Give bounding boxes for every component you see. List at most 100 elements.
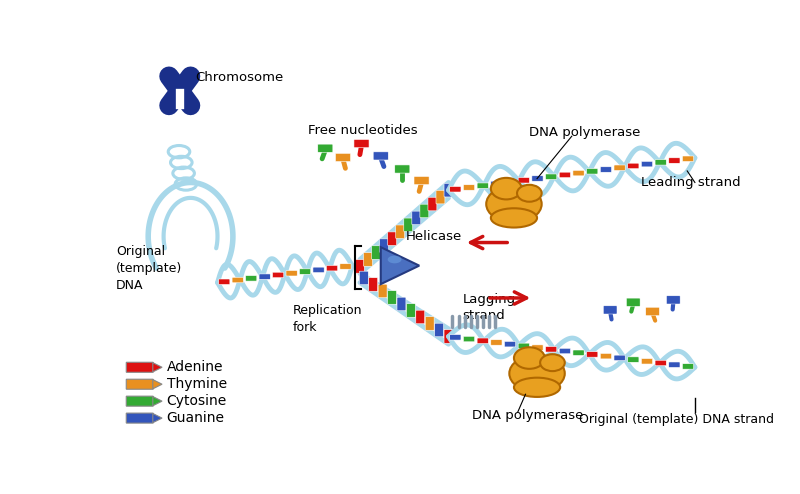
- FancyBboxPatch shape: [628, 163, 639, 168]
- FancyBboxPatch shape: [388, 232, 397, 246]
- FancyBboxPatch shape: [378, 284, 387, 298]
- Ellipse shape: [514, 378, 560, 397]
- FancyBboxPatch shape: [682, 156, 694, 162]
- FancyBboxPatch shape: [603, 306, 617, 314]
- FancyBboxPatch shape: [546, 174, 557, 179]
- FancyBboxPatch shape: [355, 260, 365, 273]
- FancyBboxPatch shape: [354, 139, 369, 148]
- FancyBboxPatch shape: [406, 304, 415, 317]
- FancyBboxPatch shape: [477, 338, 488, 343]
- FancyBboxPatch shape: [126, 379, 154, 389]
- Text: Original
(template)
DNA: Original (template) DNA: [116, 245, 182, 292]
- Text: Leading strand: Leading strand: [641, 176, 741, 189]
- FancyBboxPatch shape: [396, 225, 405, 239]
- FancyBboxPatch shape: [428, 197, 437, 211]
- FancyBboxPatch shape: [371, 246, 381, 259]
- Text: Cytosine: Cytosine: [166, 394, 227, 408]
- FancyBboxPatch shape: [426, 317, 434, 330]
- FancyBboxPatch shape: [359, 271, 368, 285]
- Text: DNA polymerase: DNA polymerase: [472, 409, 583, 421]
- FancyBboxPatch shape: [532, 176, 543, 181]
- Polygon shape: [153, 413, 162, 423]
- FancyBboxPatch shape: [518, 177, 530, 183]
- FancyBboxPatch shape: [414, 176, 429, 185]
- Text: Adenine: Adenine: [166, 360, 223, 374]
- FancyBboxPatch shape: [518, 343, 530, 349]
- Ellipse shape: [491, 208, 537, 228]
- FancyBboxPatch shape: [642, 359, 653, 364]
- Text: Guanine: Guanine: [166, 411, 225, 425]
- FancyBboxPatch shape: [387, 290, 397, 304]
- FancyBboxPatch shape: [313, 267, 324, 273]
- FancyBboxPatch shape: [614, 355, 626, 361]
- FancyBboxPatch shape: [394, 165, 410, 173]
- Ellipse shape: [514, 347, 545, 369]
- FancyBboxPatch shape: [299, 269, 310, 274]
- FancyBboxPatch shape: [363, 253, 373, 266]
- Text: Helicase: Helicase: [406, 230, 462, 243]
- FancyBboxPatch shape: [600, 167, 611, 172]
- FancyBboxPatch shape: [463, 185, 474, 190]
- FancyBboxPatch shape: [666, 296, 680, 304]
- Polygon shape: [153, 363, 162, 372]
- FancyBboxPatch shape: [416, 310, 425, 324]
- FancyBboxPatch shape: [573, 350, 584, 356]
- FancyBboxPatch shape: [126, 413, 154, 423]
- Text: DNA polymerase: DNA polymerase: [530, 126, 641, 139]
- Ellipse shape: [491, 178, 522, 200]
- Ellipse shape: [517, 185, 542, 202]
- Ellipse shape: [388, 255, 402, 263]
- FancyBboxPatch shape: [373, 152, 388, 160]
- FancyBboxPatch shape: [286, 271, 298, 276]
- FancyBboxPatch shape: [380, 239, 389, 252]
- FancyBboxPatch shape: [655, 360, 666, 366]
- FancyBboxPatch shape: [559, 172, 570, 178]
- Ellipse shape: [486, 186, 542, 222]
- FancyBboxPatch shape: [273, 272, 284, 278]
- FancyBboxPatch shape: [532, 345, 543, 350]
- FancyBboxPatch shape: [573, 170, 584, 176]
- FancyBboxPatch shape: [340, 264, 351, 269]
- FancyBboxPatch shape: [218, 279, 230, 285]
- FancyBboxPatch shape: [259, 274, 270, 280]
- FancyBboxPatch shape: [404, 218, 413, 232]
- Text: Thymine: Thymine: [166, 377, 227, 391]
- FancyBboxPatch shape: [369, 278, 378, 291]
- FancyBboxPatch shape: [505, 341, 516, 347]
- FancyBboxPatch shape: [655, 160, 666, 165]
- FancyBboxPatch shape: [642, 162, 653, 167]
- FancyBboxPatch shape: [434, 323, 443, 337]
- Text: Free nucleotides: Free nucleotides: [308, 124, 418, 137]
- FancyBboxPatch shape: [682, 364, 694, 369]
- FancyBboxPatch shape: [126, 362, 154, 372]
- FancyBboxPatch shape: [450, 187, 461, 192]
- FancyBboxPatch shape: [646, 307, 659, 316]
- FancyBboxPatch shape: [412, 211, 421, 225]
- FancyBboxPatch shape: [669, 362, 680, 368]
- FancyBboxPatch shape: [397, 297, 406, 311]
- FancyBboxPatch shape: [490, 181, 502, 187]
- FancyBboxPatch shape: [477, 183, 488, 188]
- FancyBboxPatch shape: [490, 340, 502, 345]
- FancyBboxPatch shape: [586, 168, 598, 174]
- FancyBboxPatch shape: [318, 144, 333, 152]
- FancyBboxPatch shape: [326, 265, 338, 271]
- FancyBboxPatch shape: [246, 276, 257, 281]
- Text: Replication
fork: Replication fork: [293, 304, 362, 334]
- Text: Chromosome: Chromosome: [195, 71, 283, 84]
- FancyBboxPatch shape: [436, 190, 445, 204]
- Ellipse shape: [540, 354, 565, 371]
- FancyBboxPatch shape: [614, 165, 626, 170]
- FancyBboxPatch shape: [600, 353, 611, 359]
- Text: Lagging
strand: Lagging strand: [462, 292, 515, 322]
- Ellipse shape: [510, 355, 565, 392]
- Polygon shape: [153, 397, 162, 406]
- FancyBboxPatch shape: [444, 183, 453, 197]
- FancyBboxPatch shape: [626, 298, 640, 306]
- FancyBboxPatch shape: [420, 204, 429, 218]
- FancyBboxPatch shape: [450, 334, 461, 340]
- FancyBboxPatch shape: [546, 347, 557, 352]
- FancyBboxPatch shape: [505, 179, 516, 185]
- Polygon shape: [153, 379, 162, 389]
- FancyBboxPatch shape: [444, 329, 453, 343]
